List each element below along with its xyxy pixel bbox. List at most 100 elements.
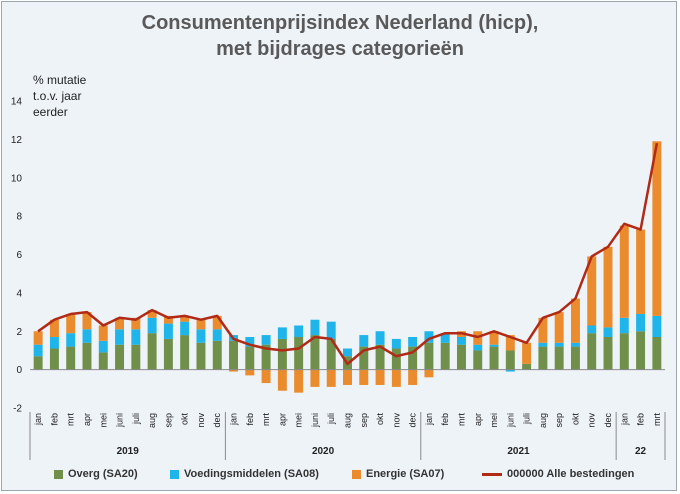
bar-segment	[424, 342, 434, 370]
x-tick-label: jan	[229, 413, 239, 426]
legend-label-voeding: Voedingsmiddelen (SA08)	[184, 468, 319, 480]
bar-segment	[163, 323, 173, 339]
bar-segment	[196, 319, 206, 330]
bar-segment	[115, 317, 125, 330]
bar-segment	[554, 342, 564, 347]
x-tick-label: mei	[489, 413, 499, 428]
chart-title-line-1: Consumentenprijsindex Nederland (hicp),	[141, 12, 539, 34]
bar-segment	[82, 329, 92, 343]
x-tick-label: juli	[131, 413, 141, 425]
bar-segment	[505, 335, 515, 351]
x-tick-label: nov	[196, 413, 206, 428]
bar-segment	[587, 333, 597, 370]
bar-segment	[212, 329, 222, 341]
total-line	[37, 142, 659, 366]
bar-segment	[424, 369, 434, 378]
bar-segment	[277, 369, 287, 391]
x-tick-label: aug	[147, 413, 157, 428]
bar-segment	[619, 333, 629, 370]
bar-segment	[587, 325, 597, 334]
legend: Overg (SA20) Voedingsmiddelen (SA08) Ene…	[20, 468, 680, 486]
bar-segment	[489, 344, 499, 347]
x-tick-label: mrt	[261, 413, 271, 426]
bar-segment	[66, 313, 76, 334]
legend-item-overg: Overg (SA20)	[54, 468, 138, 480]
x-tick-label: mei	[98, 413, 108, 428]
x-tick-label: aug	[343, 413, 353, 428]
x-tick-label: mrt	[66, 413, 76, 426]
bar-segment	[391, 348, 401, 370]
x-tick-label: jan	[424, 413, 434, 426]
bar-segment	[570, 298, 580, 343]
x-tick-label: dec	[212, 413, 222, 428]
bar-segment	[440, 333, 450, 343]
bar-segment	[570, 342, 580, 347]
bar-segment	[375, 331, 385, 345]
x-tick-label: feb	[636, 413, 646, 426]
series-line-alle-bestedingen	[37, 142, 659, 366]
bar-segment	[277, 327, 287, 339]
bar-segment	[49, 337, 59, 349]
bar-segment	[408, 369, 418, 385]
bar-segment	[277, 338, 287, 370]
bar-segment	[245, 346, 255, 370]
x-tick-label: dec	[408, 413, 418, 428]
legend-swatch-voeding	[170, 469, 179, 479]
bar-segment	[229, 340, 239, 370]
bar-segment	[343, 348, 352, 357]
y-tick-label: 14	[11, 97, 23, 108]
x-tick-label: mrt	[652, 413, 662, 426]
bar-segment	[115, 329, 125, 345]
x-tick-label: okt	[375, 413, 385, 426]
x-tick-label: jan	[619, 413, 629, 426]
legend-swatch-alle	[482, 472, 502, 476]
bar-segment	[489, 346, 499, 370]
bar-segment	[359, 335, 369, 347]
bar-segment	[310, 319, 320, 336]
bar-segment	[652, 141, 662, 316]
bar-segment	[456, 344, 466, 370]
bar-segment	[375, 369, 385, 385]
bar-segment	[245, 337, 255, 347]
bar-segment	[343, 369, 352, 385]
bar-segment	[587, 256, 597, 326]
bar-segment	[33, 356, 43, 370]
bar-segment	[603, 246, 613, 328]
legend-swatch-energie	[352, 469, 361, 479]
x-tick-label: sep	[554, 413, 564, 428]
x-tick-label: feb	[245, 413, 255, 426]
bar-segment	[619, 317, 629, 334]
x-tick-label: feb	[49, 413, 59, 426]
bar-segment	[212, 340, 222, 370]
y-tick-label: 12	[11, 135, 23, 146]
year-label: 2021	[507, 446, 530, 457]
y-axis-label-line-3: eerder	[33, 105, 68, 119]
bar-segment	[294, 325, 304, 338]
bar-segment	[196, 329, 206, 343]
bar-segment	[180, 315, 190, 322]
bar-segment	[359, 369, 369, 385]
bar-segment	[408, 337, 418, 347]
bar-segment	[180, 321, 190, 336]
bar-segment	[603, 327, 613, 338]
bar-segment	[554, 312, 564, 343]
bar-segment	[212, 315, 222, 330]
x-tick-label: apr	[82, 413, 92, 426]
bar-segment	[473, 350, 483, 370]
bar-segment	[49, 348, 59, 370]
x-tick-label: mei	[294, 413, 304, 428]
year-label: 22	[635, 446, 647, 457]
y-tick-label: 0	[16, 365, 22, 376]
y-axis-label-line-2: t.o.v. jaar	[33, 89, 82, 103]
y-axis-label-line-1: % mutatie	[33, 73, 87, 87]
legend-item-alle: 000000 Alle bestedingen	[482, 468, 634, 480]
x-tick-label: juli	[326, 413, 336, 425]
bar-segment	[229, 369, 239, 372]
bar-segment	[570, 346, 580, 370]
bar-segment	[456, 337, 466, 345]
bar-segment	[261, 344, 271, 370]
y-tick-label: 2	[16, 327, 22, 338]
x-tick-label: juni	[505, 413, 515, 428]
x-tick-label: sep	[359, 413, 369, 428]
